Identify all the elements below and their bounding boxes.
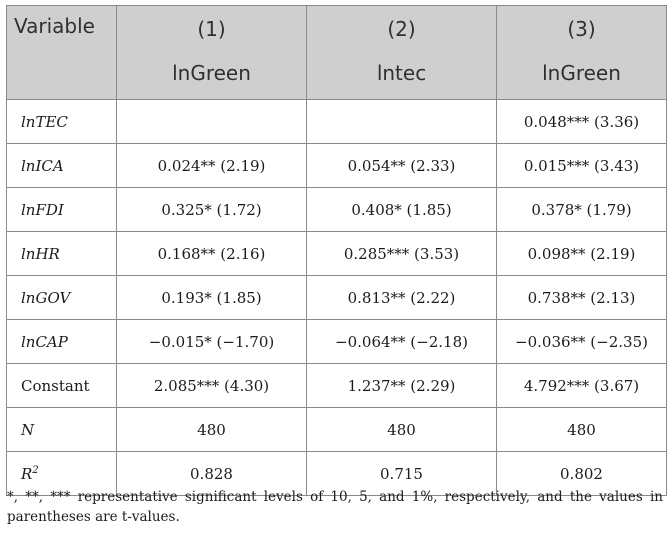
row-label: lnCAP	[6, 319, 117, 364]
table-row: lnHR 0.168** (2.16) 0.285*** (3.53) 0.09…	[6, 231, 667, 276]
table-header: Variable (1) lnGreen (2) lntec (3) lnGre…	[6, 5, 667, 100]
cell-col-1: 0.325* (1.72)	[116, 187, 307, 232]
cell-col-1: 0.828	[116, 451, 307, 496]
cell-col-2	[306, 99, 497, 144]
cell-col-1: 0.168** (2.16)	[116, 231, 307, 276]
cell-col-2: 1.237** (2.29)	[306, 363, 497, 408]
cell-col-1	[116, 99, 307, 144]
cell-col-3: 0.378* (1.79)	[496, 187, 667, 232]
row-label: N	[6, 407, 117, 452]
table-row: lnCAP −0.015* (−1.70) −0.064** (−2.18) −…	[6, 319, 667, 364]
cell-col-2: 0.408* (1.85)	[306, 187, 497, 232]
table-row: N 480 480 480	[6, 407, 667, 452]
cell-col-3: 0.738** (2.13)	[496, 275, 667, 320]
table-row: lnFDI 0.325* (1.72) 0.408* (1.85) 0.378*…	[6, 187, 667, 232]
header-variable: Variable	[6, 5, 117, 100]
row-label-r-squared: R2	[6, 451, 117, 496]
cell-col-3: 0.015*** (3.43)	[496, 143, 667, 188]
row-label: lnICA	[6, 143, 117, 188]
header-col-1: (1) lnGreen	[116, 5, 307, 100]
col-2-number: (2)	[387, 17, 416, 41]
cell-col-3: 0.802	[496, 451, 667, 496]
table-row: R2 0.828 0.715 0.802	[6, 451, 667, 496]
row-label: lnHR	[6, 231, 117, 276]
header-col-3: (3) lnGreen	[496, 5, 667, 100]
r2-superscript: 2	[32, 464, 39, 476]
table-row: lnGOV 0.193* (1.85) 0.813** (2.22) 0.738…	[6, 275, 667, 320]
cell-col-2: 0.715	[306, 451, 497, 496]
cell-col-2: 0.285*** (3.53)	[306, 231, 497, 276]
cell-col-1: 2.085*** (4.30)	[116, 363, 307, 408]
cell-col-3: −0.036** (−2.35)	[496, 319, 667, 364]
cell-col-2: −0.064** (−2.18)	[306, 319, 497, 364]
col-3-number: (3)	[567, 17, 596, 41]
cell-col-1: −0.015* (−1.70)	[116, 319, 307, 364]
row-label: lnGOV	[6, 275, 117, 320]
cell-col-2: 0.813** (2.22)	[306, 275, 497, 320]
cell-col-1: 0.193* (1.85)	[116, 275, 307, 320]
col-1-dependent: lnGreen	[172, 61, 251, 85]
cell-col-2: 0.054** (2.33)	[306, 143, 497, 188]
header-col-2: (2) lntec	[306, 5, 497, 100]
r2-symbol: R	[21, 464, 33, 483]
row-label: Constant	[6, 363, 117, 408]
cell-col-2: 480	[306, 407, 497, 452]
col-1-number: (1)	[197, 17, 226, 41]
regression-table: Variable (1) lnGreen (2) lntec (3) lnGre…	[6, 5, 667, 496]
table-row: lnTEC 0.048*** (3.36)	[6, 99, 667, 144]
cell-col-1: 0.024** (2.19)	[116, 143, 307, 188]
table-row: Constant 2.085*** (4.30) 1.237** (2.29) …	[6, 363, 667, 408]
row-label: lnFDI	[6, 187, 117, 232]
cell-col-3: 0.098** (2.19)	[496, 231, 667, 276]
cell-col-3: 480	[496, 407, 667, 452]
row-label: lnTEC	[6, 99, 117, 144]
col-3-dependent: lnGreen	[542, 61, 621, 85]
cell-col-3: 0.048*** (3.36)	[496, 99, 667, 144]
table-body: lnTEC 0.048*** (3.36) lnICA 0.024** (2.1…	[6, 99, 667, 496]
table-row: lnICA 0.024** (2.19) 0.054** (2.33) 0.01…	[6, 143, 667, 188]
col-2-dependent: lntec	[376, 61, 427, 85]
cell-col-1: 480	[116, 407, 307, 452]
cell-col-3: 4.792*** (3.67)	[496, 363, 667, 408]
table-footnote: *, **, *** representative significant le…	[7, 489, 663, 525]
